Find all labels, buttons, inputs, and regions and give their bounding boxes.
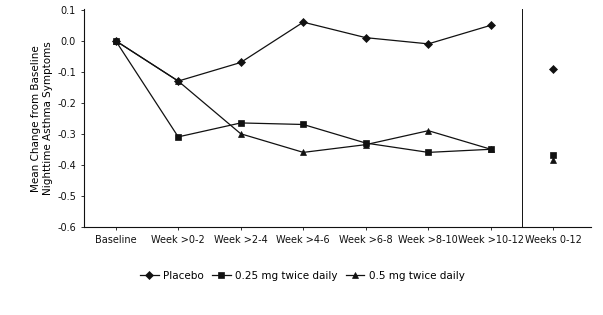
0.25 mg twice daily bbox=[112, 39, 119, 43]
Placebo bbox=[112, 39, 119, 43]
0.25 mg twice daily bbox=[487, 147, 494, 151]
0.5 mg twice daily bbox=[237, 132, 244, 136]
0.5 mg twice daily bbox=[362, 143, 370, 146]
Placebo bbox=[362, 36, 370, 40]
Legend: Placebo, 0.25 mg twice daily, 0.5 mg twice daily: Placebo, 0.25 mg twice daily, 0.5 mg twi… bbox=[140, 271, 464, 281]
Placebo bbox=[425, 42, 432, 46]
Y-axis label: Mean Change from Baseline
Nighttime Asthma Symptoms: Mean Change from Baseline Nighttime Asth… bbox=[31, 41, 53, 195]
Placebo bbox=[175, 79, 182, 83]
0.5 mg twice daily bbox=[175, 79, 182, 83]
0.5 mg twice daily bbox=[487, 147, 494, 151]
Line: 0.5 mg twice daily: 0.5 mg twice daily bbox=[112, 37, 494, 156]
Line: 0.25 mg twice daily: 0.25 mg twice daily bbox=[113, 37, 494, 156]
Placebo bbox=[237, 60, 244, 64]
0.5 mg twice daily bbox=[300, 151, 307, 154]
0.25 mg twice daily bbox=[237, 121, 244, 125]
0.25 mg twice daily bbox=[300, 123, 307, 126]
0.25 mg twice daily bbox=[175, 135, 182, 139]
Placebo bbox=[300, 20, 307, 24]
0.5 mg twice daily bbox=[425, 129, 432, 133]
Placebo bbox=[487, 23, 494, 27]
0.25 mg twice daily bbox=[362, 141, 370, 145]
0.25 mg twice daily bbox=[425, 151, 432, 154]
0.5 mg twice daily bbox=[112, 39, 119, 43]
Line: Placebo: Placebo bbox=[113, 19, 494, 84]
